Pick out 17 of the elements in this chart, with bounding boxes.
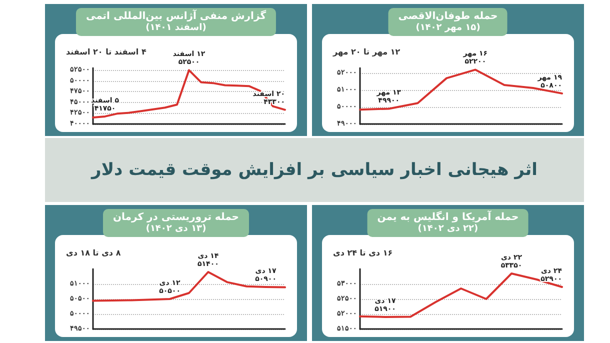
chart-subtitle: (۱۵ مهر ۱۴۰۲) xyxy=(414,23,482,34)
chart-title: حمله طوفان‌الاقصی xyxy=(398,10,498,23)
text: ۱۲ مهر تا ۲۰ مهر xyxy=(332,48,400,56)
line-series xyxy=(92,271,286,302)
text: ۱۶ دی تا ۲۴ دی xyxy=(333,248,393,258)
line-series xyxy=(92,69,286,119)
text: اثر هیجانی اخبار سیاسی بر افزایش موقت قیمت دلار xyxy=(92,160,538,180)
chart-subtitle: (۱۳ دی ۱۴۰۲) xyxy=(144,224,208,235)
chart-title: حمله آمریکا و انگلیس به یمن xyxy=(377,211,519,224)
text: ۸ دی تا ۱۸ دی xyxy=(66,248,121,258)
chart-subtitle: (۲۲ دی ۱۴۰۲) xyxy=(416,224,480,235)
text: ۴ اسفند تا ۲۰ اسفند xyxy=(66,48,146,56)
chart-title: گزارش منفی آژانس بین‌المللی اتمی xyxy=(86,10,266,23)
line-series xyxy=(359,68,563,111)
line-series xyxy=(359,272,563,318)
chart-title: حمله تروریستی در کرمان xyxy=(113,211,239,224)
chart-subtitle: (اسفند ۱۴۰۱) xyxy=(144,23,208,34)
